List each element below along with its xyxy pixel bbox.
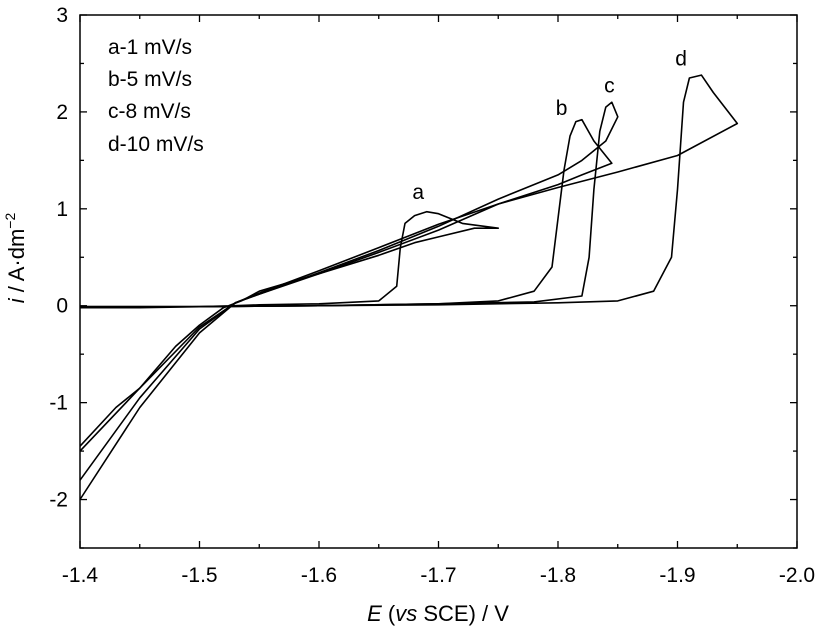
curve-labels: a b c d	[412, 47, 687, 204]
x-axis-label: E (vs SCE) / V	[367, 601, 509, 626]
series-line-c	[79, 101, 619, 481]
y-axis-label-rest: / A·dm	[4, 229, 29, 299]
x-tick-label: -1.4	[62, 564, 99, 587]
x-axis-label-vs: vs	[395, 601, 417, 626]
y-tick-label: -2	[49, 489, 68, 512]
curves	[79, 74, 739, 500]
curve-label-d: d	[675, 47, 687, 70]
y-axis-label-superscript: −2	[2, 213, 18, 229]
y-tick-label: -1	[49, 392, 68, 415]
series-line-b	[79, 118, 613, 452]
x-axis-label-rest: SCE) / V	[417, 601, 509, 626]
tick-labels: -1.4 -1.5 -1.6 -1.7 -1.8 -1.9 -2.0 -2 -1 0 1 2 3	[49, 4, 815, 587]
y-tick-label: 3	[56, 4, 68, 27]
legend: a-1 mV/s b-5 mV/s c-8 mV/s d-10 mV/s	[108, 36, 204, 156]
axis-ticks	[79, 14, 798, 549]
series-line-d	[79, 74, 739, 500]
y-axis-label: i / A·dm−2	[2, 213, 29, 304]
x-tick-label: -1.8	[540, 564, 576, 587]
curve-label-c: c	[604, 75, 615, 98]
legend-entry: a-1 mV/s	[108, 36, 192, 59]
y-tick-label: 1	[56, 198, 68, 221]
curve-label-a: a	[412, 181, 424, 204]
x-tick-label: -1.9	[659, 564, 695, 587]
legend-entry: c-8 mV/s	[108, 100, 191, 123]
y-axis-label-symbol: i	[4, 297, 29, 303]
x-tick-label: -2.0	[779, 564, 815, 587]
series-line-a	[79, 210, 500, 447]
legend-entry: b-5 mV/s	[108, 68, 192, 91]
x-tick-label: -1.7	[420, 564, 456, 587]
x-tick-label: -1.6	[301, 564, 337, 587]
x-tick-label: -1.5	[181, 564, 217, 587]
x-axis-label-symbol: E	[367, 601, 382, 626]
plot-frame	[79, 14, 798, 549]
y-tick-label: 0	[56, 295, 68, 318]
y-tick-label: 2	[56, 101, 68, 124]
curve-label-b: b	[556, 97, 568, 120]
legend-entry: d-10 mV/s	[108, 133, 204, 156]
x-axis-label-part: (	[382, 601, 396, 626]
